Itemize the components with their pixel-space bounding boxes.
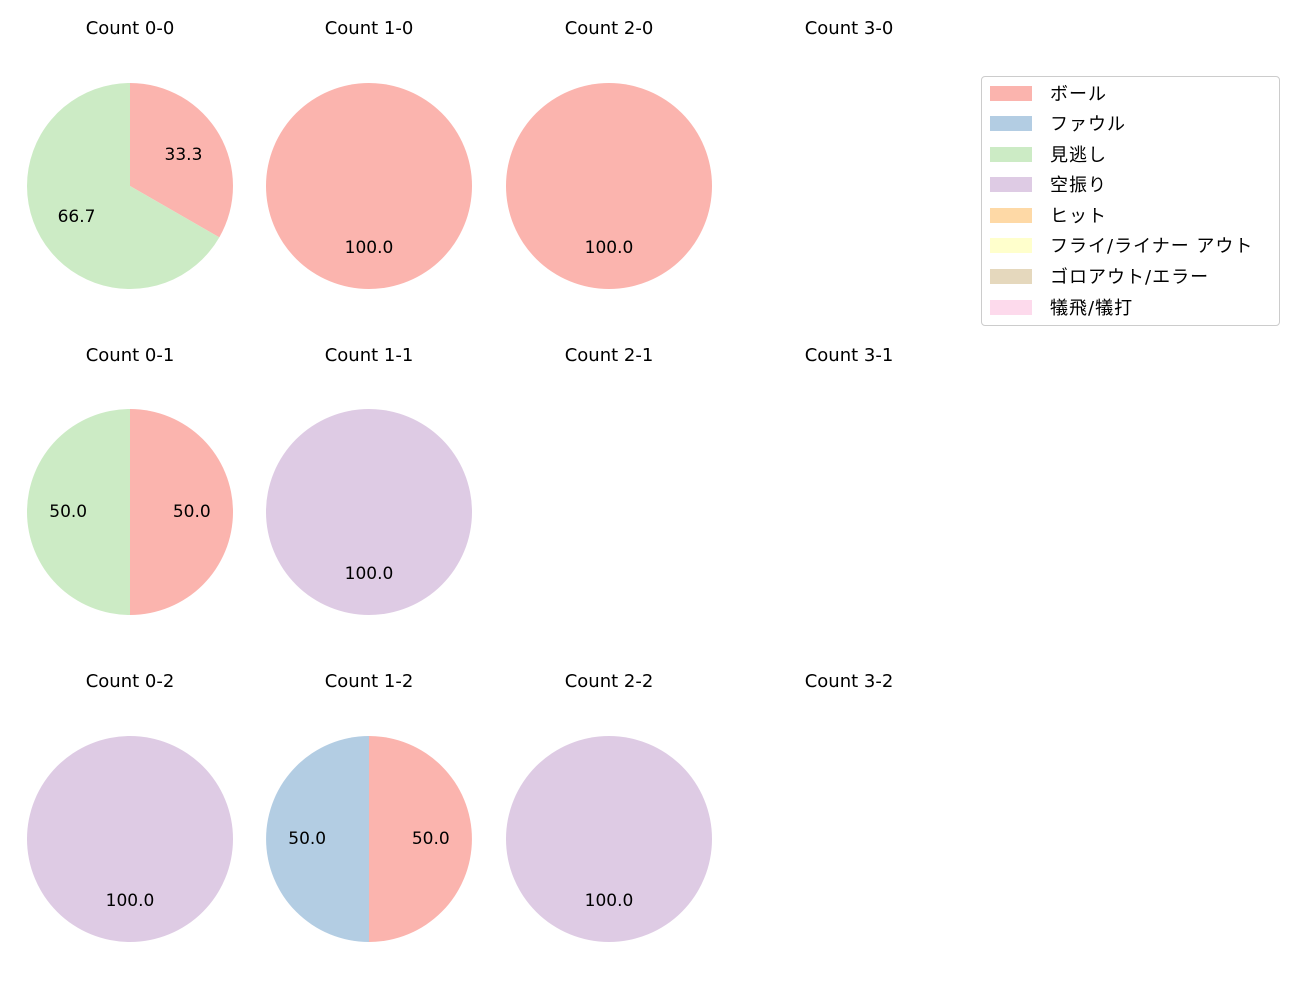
legend-item-sacrifice: 犠飛/犠打 bbox=[990, 297, 1134, 319]
pie-slice bbox=[130, 83, 234, 238]
pie-title: Count 2-1 bbox=[565, 345, 654, 366]
legend-label: フライ/ライナー アウト bbox=[1050, 236, 1254, 257]
legend-label: ヒット bbox=[1050, 206, 1107, 227]
pie-title: Count 3-0 bbox=[805, 18, 894, 39]
pie-slice bbox=[506, 736, 712, 942]
pie-title: Count 1-2 bbox=[325, 671, 414, 692]
pie-slice bbox=[369, 736, 472, 942]
pie-slice bbox=[506, 83, 712, 289]
legend-item-foul: ファウル bbox=[990, 113, 1126, 135]
legend-swatch bbox=[990, 207, 1032, 223]
legend-label: ファウル bbox=[1050, 114, 1126, 135]
pie-slice-label: 100.0 bbox=[345, 564, 394, 584]
pie-title: Count 2-0 bbox=[565, 18, 654, 39]
pie-slice-label: 100.0 bbox=[106, 891, 155, 911]
legend-label: 空振り bbox=[1050, 175, 1107, 196]
pie-slice-label: 66.7 bbox=[58, 207, 96, 227]
pie-slice-label: 33.3 bbox=[165, 145, 203, 165]
pie-slice-label: 50.0 bbox=[288, 829, 326, 849]
pie-title: Count 1-1 bbox=[325, 345, 414, 366]
pie-slice bbox=[266, 736, 369, 942]
pie-count-2-2: Count 2-2 100.0 bbox=[506, 671, 712, 942]
legend-item-ball: ボール bbox=[990, 83, 1107, 105]
pie-count-1-0: Count 1-0 100.0 bbox=[266, 18, 472, 289]
legend-item-ground-out-error: ゴロアウト/エラー bbox=[990, 266, 1210, 288]
legend-item-swinging-strike: 空振り bbox=[990, 174, 1107, 196]
pie-count-1-2: Count 1-2 50.0 50.0 bbox=[266, 671, 472, 942]
pie-slice bbox=[27, 83, 220, 290]
pie-slice bbox=[130, 409, 233, 615]
pie-slice-label: 100.0 bbox=[585, 891, 634, 911]
pie-slice-label: 50.0 bbox=[412, 829, 450, 849]
legend-swatch bbox=[990, 268, 1032, 284]
pie-slice bbox=[266, 83, 472, 289]
pie-count-2-0: Count 2-0 100.0 bbox=[506, 18, 712, 289]
pie-slice-label: 100.0 bbox=[585, 238, 634, 258]
pie-count-3-1: Count 3-1 bbox=[805, 345, 894, 366]
pie-title: Count 0-2 bbox=[86, 671, 175, 692]
pie-count-3-0: Count 3-0 bbox=[805, 18, 894, 39]
legend-label: ゴロアウト/エラー bbox=[1050, 267, 1210, 288]
pie-count-0-2: Count 0-2 100.0 bbox=[27, 671, 233, 942]
legend: ボール ファウル 見逃し 空振り ヒット フライ/ライナー アウト ゴロアウト/… bbox=[981, 76, 1280, 326]
pie-title: Count 1-0 bbox=[325, 18, 414, 39]
legend-item-hit: ヒット bbox=[990, 205, 1107, 227]
pie-slice-label: 50.0 bbox=[173, 502, 211, 522]
pie-count-1-1: Count 1-1 100.0 bbox=[266, 345, 472, 615]
legend-label: ボール bbox=[1050, 84, 1107, 105]
pie-count-2-1: Count 2-1 bbox=[565, 345, 654, 366]
pie-count-3-2: Count 3-2 bbox=[805, 671, 894, 692]
pie-slice bbox=[266, 409, 472, 615]
pie-count-0-0: Count 0-0 33.3 66.7 bbox=[27, 18, 234, 290]
legend-swatch bbox=[990, 115, 1032, 131]
legend-swatch bbox=[990, 85, 1032, 101]
pie-slice bbox=[27, 736, 233, 942]
pie-slice-label: 50.0 bbox=[49, 502, 87, 522]
pie-count-0-1: Count 0-1 50.0 50.0 bbox=[27, 345, 233, 615]
pie-title: Count 3-2 bbox=[805, 671, 894, 692]
pie-title: Count 3-1 bbox=[805, 345, 894, 366]
legend-swatch bbox=[990, 176, 1032, 192]
pie-title: Count 0-1 bbox=[86, 345, 175, 366]
legend-swatch bbox=[990, 146, 1032, 162]
pie-slice bbox=[27, 409, 130, 615]
pie-title: Count 0-0 bbox=[86, 18, 175, 39]
legend-label: 見逃し bbox=[1050, 145, 1107, 166]
pie-title: Count 2-2 bbox=[565, 671, 654, 692]
legend-swatch bbox=[990, 237, 1032, 253]
legend-item-called-strike: 見逃し bbox=[990, 144, 1107, 166]
legend-item-fly-liner-out: フライ/ライナー アウト bbox=[990, 235, 1254, 257]
legend-label: 犠飛/犠打 bbox=[1050, 298, 1134, 319]
legend-swatch bbox=[990, 299, 1032, 315]
pie-slice-label: 100.0 bbox=[345, 238, 394, 258]
